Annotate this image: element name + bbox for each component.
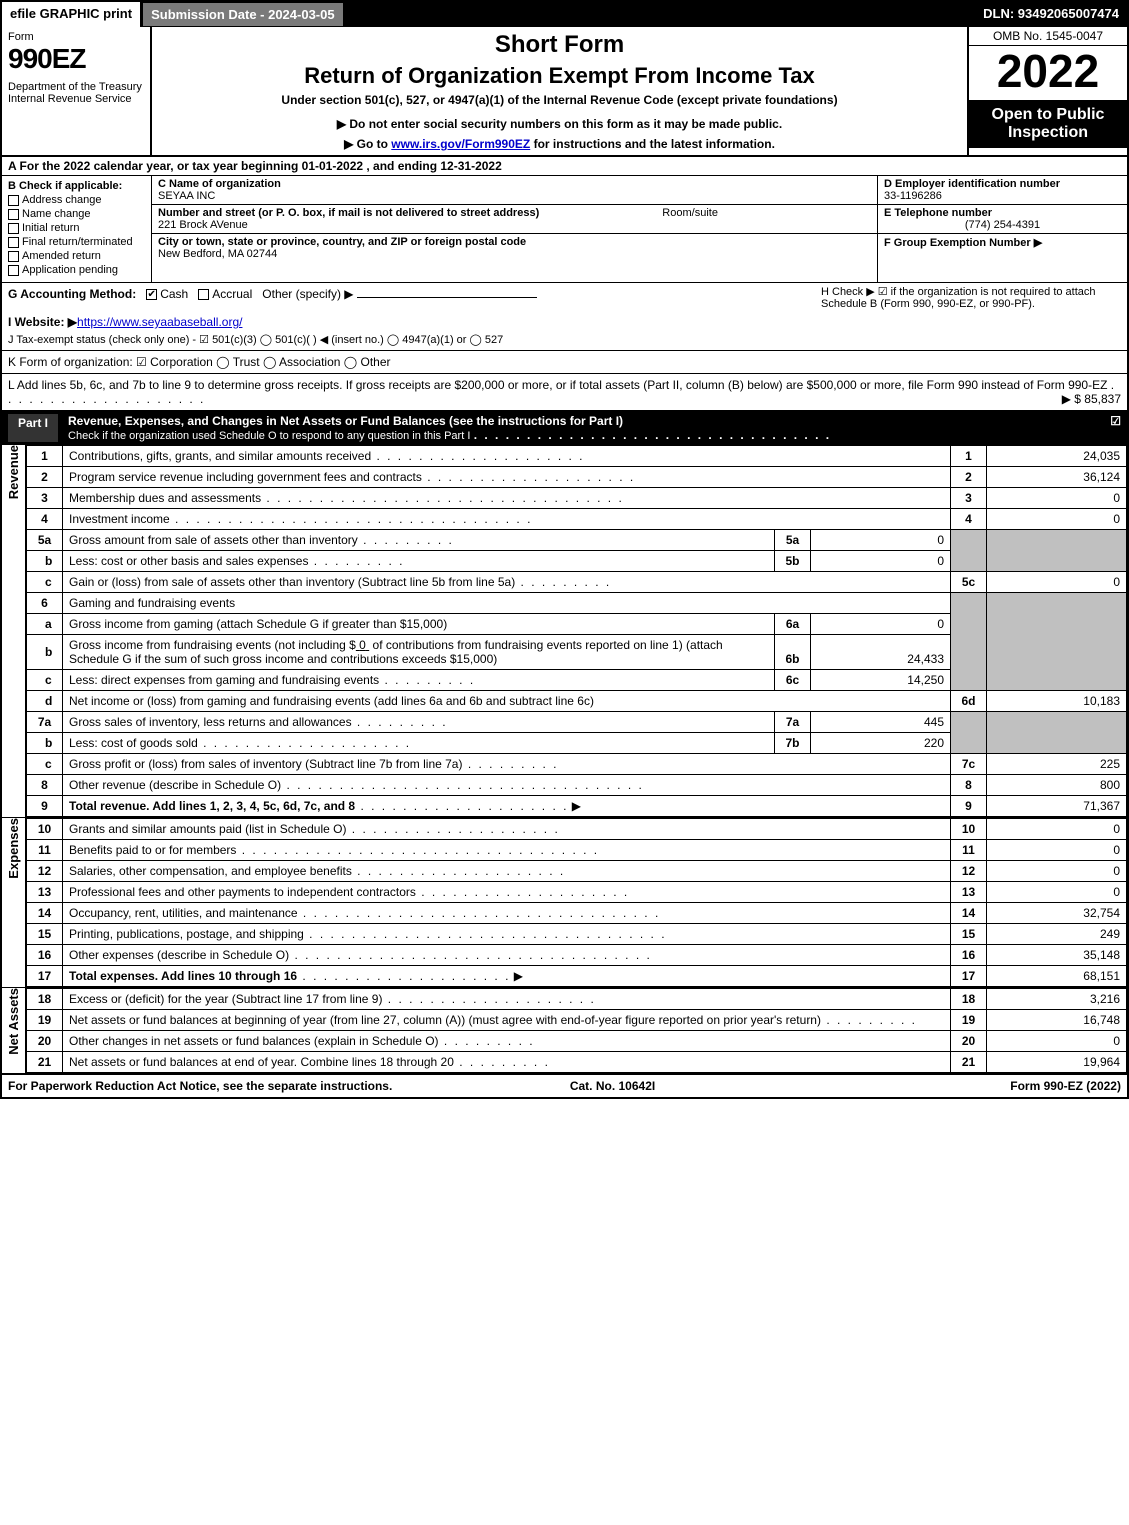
website-link[interactable]: https://www.seyaabaseball.org/ bbox=[77, 315, 242, 329]
header-center: Short Form Return of Organization Exempt… bbox=[152, 27, 967, 155]
ein-value: 33-1196286 bbox=[884, 190, 942, 202]
org-name-label: C Name of organization bbox=[158, 178, 281, 190]
form-subtitle: Under section 501(c), 527, or 4947(a)(1)… bbox=[160, 93, 959, 107]
cb-cash[interactable] bbox=[146, 289, 157, 300]
city-label: City or town, state or province, country… bbox=[158, 236, 526, 248]
header-left: Form 990EZ Department of the Treasury In… bbox=[2, 27, 152, 155]
cb-amended-return[interactable]: Amended return bbox=[8, 250, 145, 262]
form-990ez-page: efile GRAPHIC print Submission Date - 20… bbox=[0, 0, 1129, 1099]
block-bcdef: B Check if applicable: Address change Na… bbox=[2, 176, 1127, 283]
cb-accrual[interactable] bbox=[198, 289, 209, 300]
cb-final-return[interactable]: Final return/terminated bbox=[8, 236, 145, 248]
form-title: Return of Organization Exempt From Incom… bbox=[160, 63, 959, 89]
expenses-table: 10Grants and similar amounts paid (list … bbox=[26, 818, 1127, 987]
netassets-section: Net Assets 18Excess or (deficit) for the… bbox=[2, 988, 1127, 1075]
footer-left: For Paperwork Reduction Act Notice, see … bbox=[8, 1079, 392, 1093]
part-1-label: Part I bbox=[8, 414, 58, 442]
form-label: Form bbox=[8, 31, 144, 43]
city-value: New Bedford, MA 02744 bbox=[158, 248, 277, 260]
cb-name-change[interactable]: Name change bbox=[8, 208, 145, 220]
omb-number: OMB No. 1545-0047 bbox=[969, 27, 1127, 46]
cb-address-change[interactable]: Address change bbox=[8, 194, 145, 206]
col-b-header: B Check if applicable: bbox=[8, 180, 145, 192]
row-h-schedule-b: H Check ▶ ☑ if the organization is not r… bbox=[821, 285, 1121, 310]
goto-note: ▶ Go to www.irs.gov/Form990EZ for instru… bbox=[160, 137, 959, 151]
part-1-check[interactable]: ☑ bbox=[1110, 414, 1121, 442]
ein-label: D Employer identification number bbox=[884, 178, 1060, 190]
header-right: OMB No. 1545-0047 2022 Open to Public In… bbox=[967, 27, 1127, 155]
form-header: Form 990EZ Department of the Treasury In… bbox=[2, 27, 1127, 157]
revenue-section: Revenue 1Contributions, gifts, grants, a… bbox=[2, 445, 1127, 818]
ssn-warning: ▶ Do not enter social security numbers o… bbox=[160, 117, 959, 131]
topbar: efile GRAPHIC print Submission Date - 20… bbox=[2, 2, 1127, 27]
gross-receipts-amount: ▶ $ 85,837 bbox=[1062, 392, 1121, 406]
goto-post: for instructions and the latest informat… bbox=[530, 137, 775, 151]
roomsuite-label: Room/suite bbox=[662, 207, 718, 219]
dept-label: Department of the Treasury Internal Reve… bbox=[8, 81, 144, 105]
cb-initial-return[interactable]: Initial return bbox=[8, 222, 145, 234]
part-1-title: Revenue, Expenses, and Changes in Net As… bbox=[68, 414, 623, 428]
revenue-side-label: Revenue bbox=[2, 445, 26, 817]
form-code: 990EZ bbox=[8, 43, 144, 75]
expenses-side-label: Expenses bbox=[2, 818, 26, 987]
org-name: SEYAA INC bbox=[158, 190, 215, 202]
netassets-table: 18Excess or (deficit) for the year (Subt… bbox=[26, 988, 1127, 1073]
row-k-org-form: K Form of organization: ☑ Corporation ◯ … bbox=[2, 351, 1127, 374]
efile-label[interactable]: efile GRAPHIC print bbox=[2, 2, 142, 27]
footer-formref: Form 990-EZ (2022) bbox=[1010, 1079, 1121, 1093]
page-footer: For Paperwork Reduction Act Notice, see … bbox=[2, 1075, 1127, 1097]
part-1-subtitle: Check if the organization used Schedule … bbox=[68, 430, 470, 442]
col-c-org-info: C Name of organization SEYAA INC Number … bbox=[152, 176, 877, 282]
dln: DLN: 93492065007474 bbox=[975, 2, 1127, 27]
revenue-table: 1Contributions, gifts, grants, and simil… bbox=[26, 445, 1127, 817]
row-j-tax-exempt: J Tax-exempt status (check only one) - ☑… bbox=[8, 333, 1121, 346]
open-inspection: Open to Public Inspection bbox=[969, 100, 1127, 148]
submission-date: Submission Date - 2024-03-05 bbox=[142, 2, 344, 27]
short-form-title: Short Form bbox=[160, 31, 959, 59]
row-l-gross-receipts: L Add lines 5b, 6c, and 7b to line 9 to … bbox=[2, 374, 1127, 411]
row-i-website: I Website: ▶https://www.seyaabaseball.or… bbox=[8, 315, 1121, 329]
group-exemption-label: F Group Exemption Number ▶ bbox=[884, 237, 1042, 249]
cb-application-pending[interactable]: Application pending bbox=[8, 264, 145, 276]
tel-label: E Telephone number bbox=[884, 207, 992, 219]
netassets-side-label: Net Assets bbox=[2, 988, 26, 1073]
footer-catno: Cat. No. 10642I bbox=[570, 1079, 655, 1093]
goto-pre: ▶ Go to bbox=[344, 137, 391, 151]
col-b-checkboxes: B Check if applicable: Address change Na… bbox=[2, 176, 152, 282]
part-1-header: Part I Revenue, Expenses, and Changes in… bbox=[2, 411, 1127, 445]
tel-value: (774) 254-4391 bbox=[884, 219, 1121, 231]
expenses-section: Expenses 10Grants and similar amounts pa… bbox=[2, 818, 1127, 988]
block-ghij: G Accounting Method: Cash Accrual Other … bbox=[2, 283, 1127, 351]
tax-year: 2022 bbox=[969, 46, 1127, 100]
col-def: D Employer identification number 33-1196… bbox=[877, 176, 1127, 282]
irs-link[interactable]: www.irs.gov/Form990EZ bbox=[391, 137, 530, 151]
street-label: Number and street (or P. O. box, if mail… bbox=[158, 207, 539, 219]
row-a-tax-year: A For the 2022 calendar year, or tax yea… bbox=[2, 157, 1127, 176]
street-value: 221 Brock AVenue bbox=[158, 219, 248, 231]
